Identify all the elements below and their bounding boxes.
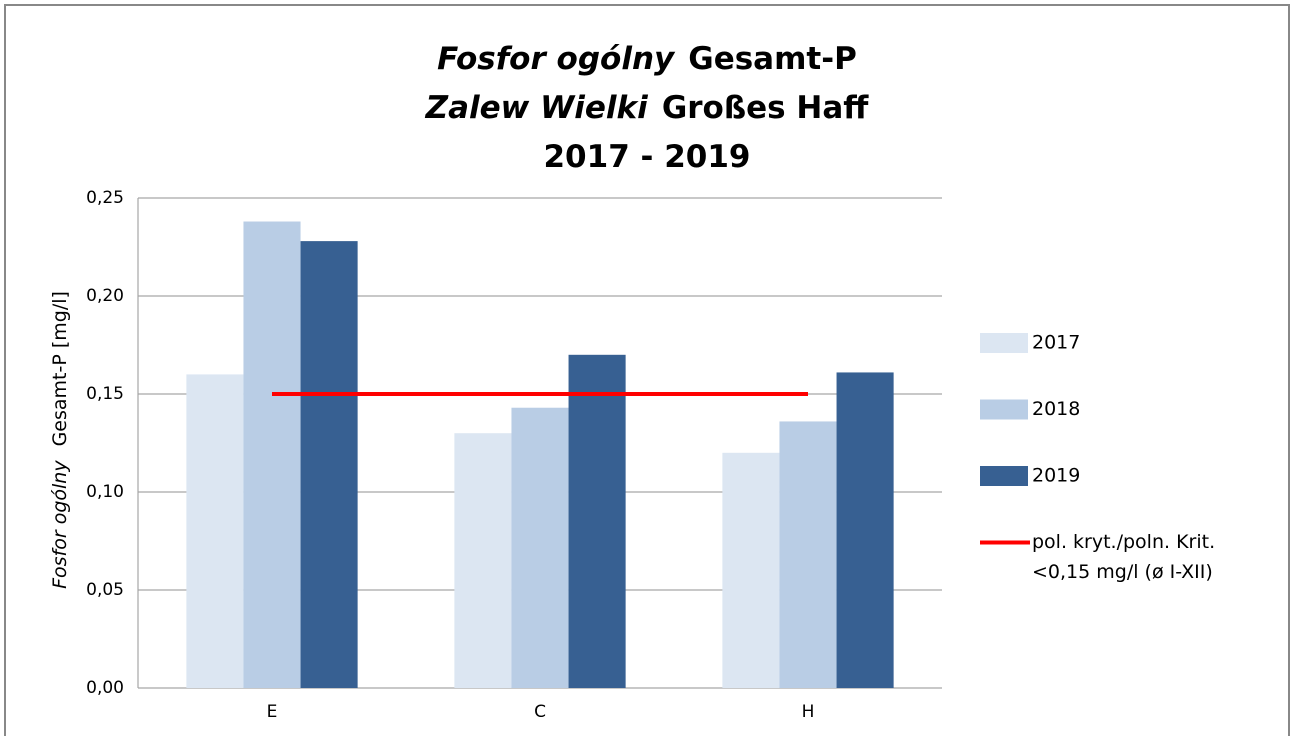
legend-label: 2017	[1032, 332, 1080, 354]
chart-title: 2017 - 2019	[543, 139, 750, 175]
bar	[568, 354, 626, 688]
legend-label: 2019	[1032, 465, 1080, 487]
x-tick-label: E	[267, 702, 278, 722]
x-tick-label: C	[534, 702, 546, 722]
text-part: Gesamt-P [mg/l]	[49, 291, 71, 446]
text-part: Gesamt-P	[688, 41, 857, 77]
text-part: Fosfor ogólny	[49, 460, 71, 589]
chart-title: Fosfor ogólny Gesamt-P	[437, 41, 857, 77]
bar	[836, 372, 894, 688]
y-tick-label: 0,10	[86, 482, 124, 502]
y-tick-label: 0,15	[86, 384, 124, 404]
y-tick-label: 0,05	[86, 580, 124, 600]
bar	[186, 374, 244, 688]
y-tick-label: 0,25	[86, 188, 124, 208]
legend-label: <0,15 mg/l (ø I-XII)	[1032, 561, 1213, 583]
bar	[454, 433, 512, 688]
legend-label: 2018	[1032, 398, 1080, 420]
y-axis-label: Fosfor ogólny Gesamt-P [mg/l]	[49, 291, 71, 589]
text-part: 2017 - 2019	[543, 139, 750, 175]
text-part: Fosfor ogólny	[437, 41, 676, 77]
legend-label: pol. kryt./poln. Krit.	[1032, 531, 1215, 553]
chart-title: Zalew Wielki Großes Haff	[425, 90, 870, 126]
text-part: Zalew Wielki	[425, 90, 649, 126]
legend-swatch	[980, 399, 1028, 420]
bar	[722, 452, 780, 688]
legend-swatch	[980, 333, 1028, 353]
legend-swatch	[980, 466, 1028, 486]
y-tick-label: 0,00	[86, 678, 124, 698]
bar	[779, 421, 837, 688]
x-tick-label: H	[802, 702, 815, 722]
bar	[300, 241, 358, 688]
bar	[511, 407, 569, 688]
y-tick-label: 0,20	[86, 286, 124, 306]
text-part: Großes Haff	[662, 90, 869, 126]
bar	[243, 221, 301, 688]
